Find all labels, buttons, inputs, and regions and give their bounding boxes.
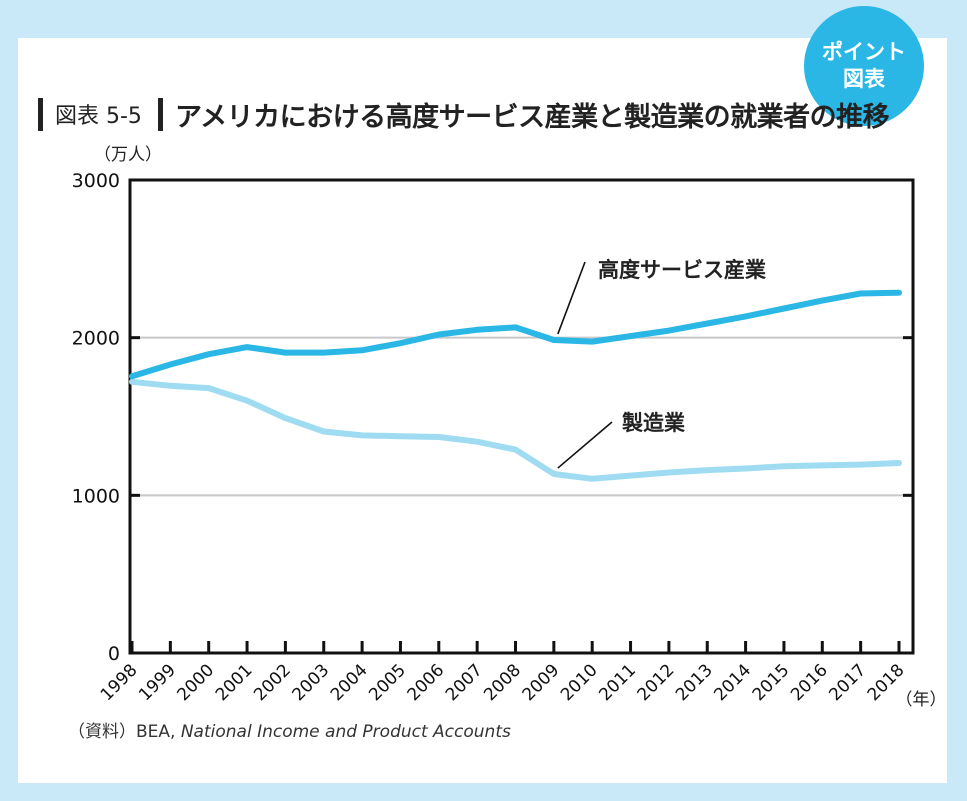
x-tick-label: 2003 <box>289 660 334 705</box>
series-leader-line <box>557 261 586 335</box>
source-note: （資料）BEA, National Income and Product Acc… <box>68 717 511 742</box>
y-axis-unit: （万人） <box>94 145 162 165</box>
badge-line1: ポイント <box>822 40 906 64</box>
title-bar-right <box>157 97 163 131</box>
x-tick-label: 2016 <box>787 660 832 705</box>
point-figure-badge: ポイント 図表 <box>804 6 924 126</box>
x-tick-label: 2008 <box>480 660 525 705</box>
x-tick-label: 2009 <box>519 660 564 705</box>
x-tick-label: 2005 <box>365 660 410 705</box>
x-tick-label: 2004 <box>327 660 372 705</box>
x-tick-label: 1998 <box>97 660 142 705</box>
series-label: 製造業 <box>621 411 686 435</box>
x-tick-label: 2001 <box>212 660 257 705</box>
badge-line2: 図表 <box>843 67 885 91</box>
x-tick-label: 2000 <box>173 660 218 705</box>
figure-number: 図表 5-5 <box>55 104 142 129</box>
y-tick-label: 3000 <box>72 170 120 192</box>
series-label: 高度サービス産業 <box>598 258 767 282</box>
series-line-1 <box>129 378 902 482</box>
x-tick-label: 2002 <box>250 660 295 705</box>
source-publication: National Income and Product Accounts <box>180 722 511 742</box>
x-tick-label: 2010 <box>557 660 602 705</box>
y-tick-label: 2000 <box>72 328 120 350</box>
x-tick-label: 2011 <box>595 660 640 705</box>
source-prefix: （資料）BEA, <box>68 722 181 742</box>
x-tick-label: 1999 <box>135 660 180 705</box>
x-tick-label: 2015 <box>749 660 794 705</box>
y-tick-label: 0 <box>108 643 120 665</box>
figure-header: 図表 5-5 アメリカにおける高度サービス産業と製造業の就業者の推移 <box>38 94 890 134</box>
series-line-0 <box>129 289 902 380</box>
figure-card <box>18 38 947 783</box>
x-tick-label: 2007 <box>442 660 487 705</box>
y-tick-label: 1000 <box>72 485 120 507</box>
x-tick-label: 2012 <box>634 660 679 705</box>
x-tick-label: 2006 <box>404 660 449 705</box>
plot-frame <box>128 178 915 655</box>
x-tick-label: 2017 <box>825 660 870 705</box>
figure-title: アメリカにおける高度サービス産業と製造業の就業者の推移 <box>174 101 890 133</box>
title-bar-left <box>38 97 43 131</box>
x-axis-unit: （年） <box>896 690 947 710</box>
x-tick-label: 2013 <box>672 660 717 705</box>
series-leader-line <box>557 421 613 469</box>
x-tick-label: 2014 <box>710 660 755 705</box>
